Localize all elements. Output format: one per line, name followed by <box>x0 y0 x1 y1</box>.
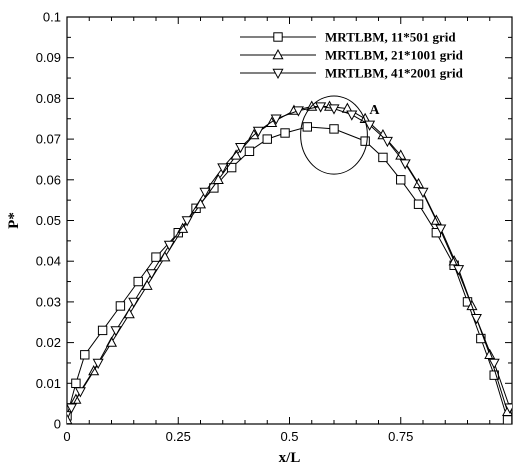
data-point-series-3 <box>74 387 86 398</box>
y-tick-label: 0.01 <box>36 376 61 391</box>
x-tick-label: 0.25 <box>166 429 191 444</box>
data-point-series-3 <box>399 159 411 170</box>
x-tick-label: 0 <box>63 429 70 444</box>
data-point-series-3 <box>435 224 447 235</box>
data-point-series-1 <box>151 252 161 262</box>
data-point-series-1 <box>413 199 424 209</box>
y-tick-label: 0 <box>54 417 61 432</box>
data-point-series-1 <box>133 276 143 287</box>
x-tick-label: 0.5 <box>280 429 298 444</box>
data-point-series-1 <box>502 415 512 424</box>
data-point-series-1 <box>115 301 126 311</box>
data-point-series-1 <box>378 152 388 163</box>
y-tick-label: 0.04 <box>36 254 61 269</box>
series-line-2 <box>67 106 509 421</box>
data-point-series-2 <box>67 413 73 424</box>
data-point-series-3 <box>217 163 229 174</box>
y-tick-label: 0.1 <box>43 10 61 25</box>
data-point-series-1 <box>71 378 81 389</box>
y-tick-label: 0.07 <box>36 132 61 147</box>
data-point-series-3 <box>453 265 465 276</box>
data-point-series-3 <box>163 240 175 251</box>
data-point-series-1 <box>209 183 219 193</box>
y-tick-label: 0.02 <box>36 335 61 350</box>
data-point-series-2 <box>448 255 460 266</box>
legend-marker-2 <box>272 48 284 60</box>
data-point-series-1 <box>476 333 486 344</box>
legend-label-1: MRTLBM, 11*501 grid <box>325 30 456 45</box>
legend-label-3: MRTLBM, 41*2001 grid <box>325 66 464 81</box>
data-point-series-3 <box>504 403 512 414</box>
series-line-3 <box>71 105 511 408</box>
data-point-series-1 <box>262 134 272 144</box>
plot-area <box>67 100 512 424</box>
data-point-series-3 <box>92 358 104 370</box>
data-point-series-1 <box>280 128 290 138</box>
data-point-series-1 <box>396 175 406 185</box>
x-axis-title: x/L <box>279 450 301 466</box>
y-tick-label: 0.03 <box>36 294 61 309</box>
data-point-series-3 <box>470 313 482 325</box>
data-point-series-3 <box>67 403 77 414</box>
data-point-series-1 <box>360 136 370 146</box>
data-point-series-1 <box>80 350 90 360</box>
data-point-series-3 <box>364 120 376 131</box>
annotation-circle <box>300 95 368 175</box>
data-point-series-3 <box>128 297 140 308</box>
data-point-series-3 <box>110 326 122 337</box>
data-point-series-1 <box>97 325 108 336</box>
data-point-series-3 <box>328 104 340 115</box>
data-point-series-1 <box>329 124 339 134</box>
data-point-series-1 <box>226 162 237 173</box>
y-tick-label: 0.08 <box>36 91 61 106</box>
data-point-series-3 <box>146 269 158 280</box>
data-point-series-3 <box>235 143 247 154</box>
data-point-series-3 <box>199 187 211 199</box>
data-point-series-1 <box>302 122 313 132</box>
x-tick-label: 0.75 <box>388 429 413 444</box>
legend-marker-3 <box>272 68 284 80</box>
data-point-series-2 <box>413 177 425 189</box>
data-point-series-2 <box>212 173 224 184</box>
y-tick-label: 0.09 <box>36 50 61 65</box>
data-point-series-3 <box>252 126 264 138</box>
data-point-series-3 <box>381 136 393 148</box>
legend-label-2: MRTLBM, 21*1001 grid <box>325 48 464 63</box>
data-point-series-3 <box>315 102 327 113</box>
y-tick-label: 0.05 <box>36 213 61 228</box>
annotation-label: A <box>369 103 380 118</box>
data-point-series-3 <box>488 358 500 370</box>
data-point-series-2 <box>248 128 260 140</box>
series-line-1 <box>67 126 509 421</box>
data-point-series-3 <box>181 216 193 227</box>
y-tick-label: 0.06 <box>36 172 61 187</box>
data-point-series-3 <box>417 187 429 199</box>
data-point-series-3 <box>270 114 282 125</box>
legend-marker-1 <box>273 32 283 42</box>
y-axis-title: P* <box>6 212 22 229</box>
data-point-series-3 <box>346 110 358 121</box>
data-point-series-1 <box>244 146 255 157</box>
data-point-series-3 <box>292 106 304 117</box>
